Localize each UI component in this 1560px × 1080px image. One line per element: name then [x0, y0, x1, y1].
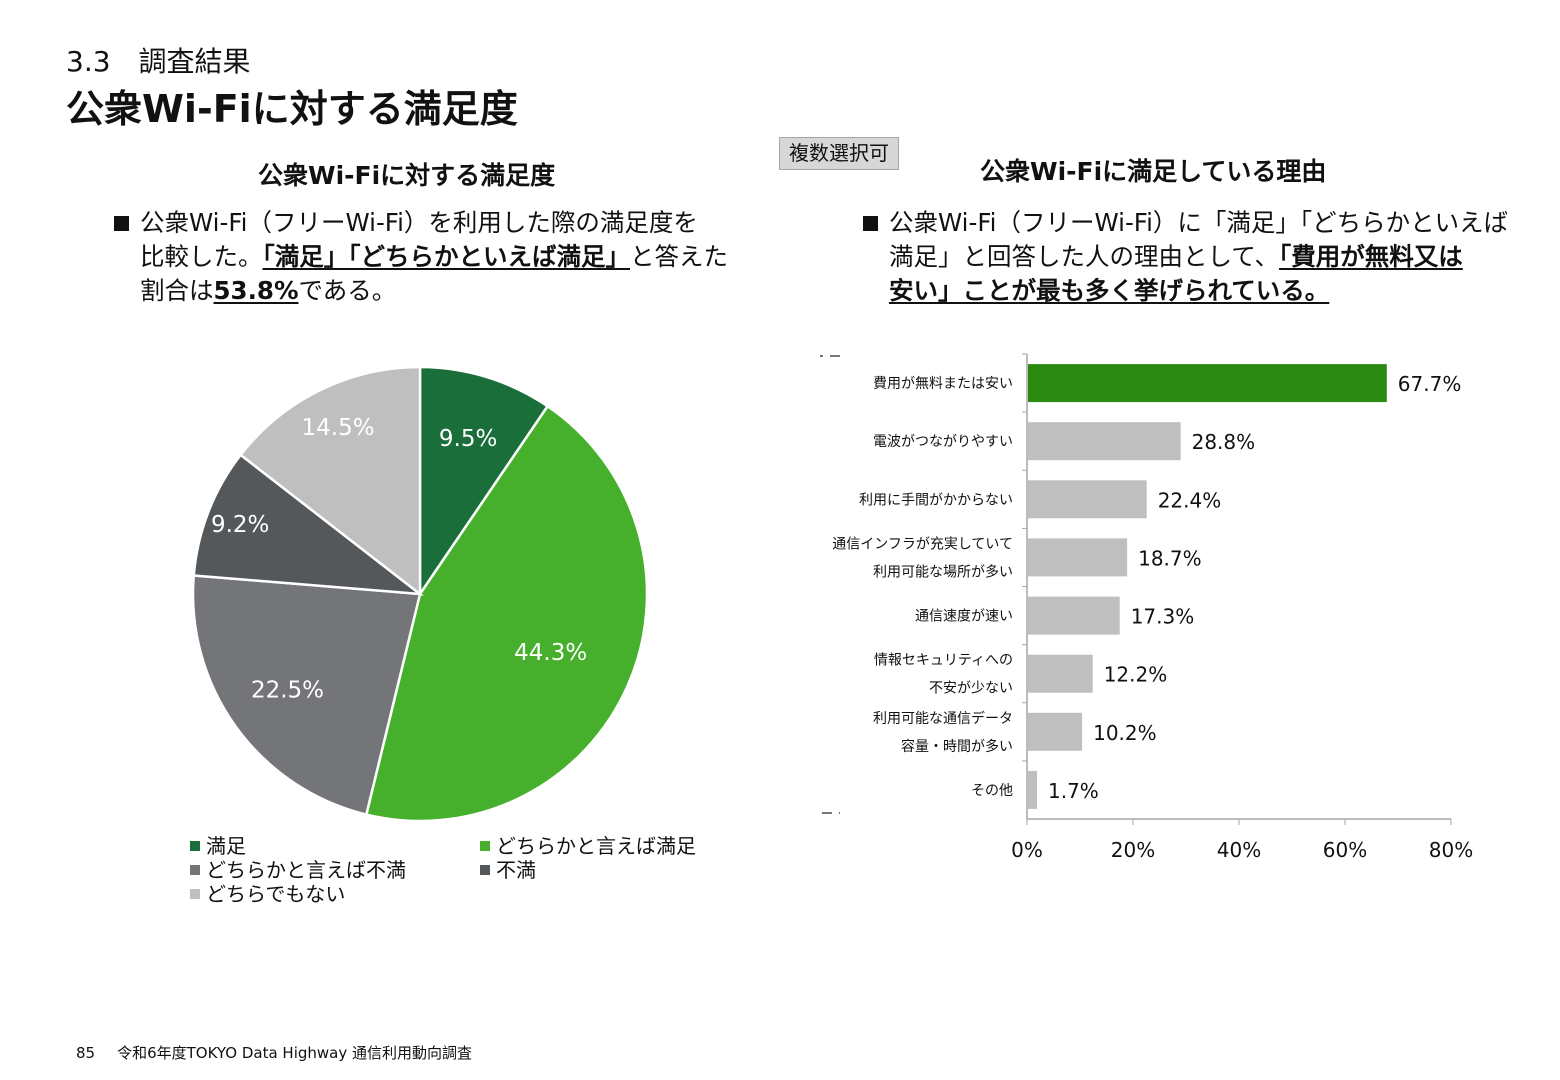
zoom-bracket-line: [820, 355, 840, 814]
multiple-choice-badge: 複数選択可: [779, 137, 899, 170]
pie-chart-heading: 公衆Wi-Fiに対する満足度: [258, 161, 556, 190]
category-label: 電波がつながりやすい: [873, 434, 1013, 450]
bar-value-label: 1.7%: [1048, 779, 1099, 803]
x-tick-label: 60%: [1323, 838, 1367, 862]
category-label: 不安が少ない: [929, 681, 1013, 697]
category-label: 費用が無料または安い: [873, 376, 1013, 392]
bar: [1028, 596, 1120, 635]
legend-item-somewhat-dissatisfied: どちらかと言えば不満: [190, 858, 406, 882]
bullet-square-icon: [863, 216, 878, 231]
page-footer: 85 令和6年度TOKYO Data Highway 通信利用動向調査: [76, 1042, 472, 1063]
category-label: その他: [971, 783, 1013, 799]
x-tick-label: 0%: [1011, 838, 1043, 862]
summary-text: と答えた: [630, 242, 728, 271]
legend-swatch: [480, 865, 490, 875]
section-number: 3.3 調査結果: [66, 45, 251, 78]
pie-slice: [418, 365, 550, 599]
bar: [1028, 422, 1181, 461]
legend-swatch: [480, 841, 490, 851]
x-tick-label: 40%: [1217, 838, 1261, 862]
pie-slice: [364, 404, 649, 823]
bar-summary-text: 公衆Wi-Fi（フリーWi-Fi）に「満足」「どちらかといえば 満足」と回答した…: [863, 206, 1529, 308]
legend-item-somewhat-satisfied: どちらかと言えば満足: [480, 834, 696, 858]
summary-text: 割合は: [140, 276, 214, 305]
legend-label: 満足: [206, 834, 246, 858]
category-label: 通信速度が速い: [915, 609, 1013, 625]
category-label: 情報セキュリティへの: [874, 653, 1013, 669]
bar-chart-heading: 公衆Wi-Fiに満足している理由: [980, 157, 1327, 186]
legend-label: 不満: [496, 858, 536, 882]
bar: [1028, 654, 1093, 693]
pie-data-label: 44.3%: [514, 640, 587, 666]
bar-summary-line: 安い」ことが最も多く挙げられている。: [889, 274, 1529, 308]
bar-summary-line: 満足」と回答した人の理由として、「費用が無料又は: [889, 240, 1529, 274]
bar-value-label: 67.7%: [1398, 372, 1462, 396]
category-label: 容量・時間が多い: [901, 738, 1013, 755]
x-tick-label: 80%: [1429, 838, 1473, 862]
pie-data-label: 9.5%: [439, 426, 497, 452]
category-label: 通信インフラが充実していて: [832, 536, 1013, 552]
bar: [1028, 770, 1037, 809]
summary-highlight: 「費用が無料又は: [1279, 242, 1463, 271]
pie-slice: [192, 453, 425, 596]
bar: [1028, 364, 1387, 403]
bar: [1028, 538, 1128, 577]
summary-highlight: 「満足」「どちらかといえば満足」: [262, 242, 631, 271]
pie-slice: [238, 365, 422, 597]
summary-highlight: 53.8%: [213, 276, 299, 305]
pie-summary-text: 公衆Wi-Fi（フリーWi-Fi）を利用した際の満足度を 比較した。「満足」「ど…: [114, 206, 760, 308]
x-tick-label: 20%: [1111, 838, 1155, 862]
summary-text: 満足」と回答した人の理由として、: [889, 242, 1280, 271]
legend-swatch: [190, 865, 200, 875]
pie-summary-line: 割合は53.8%である。: [140, 274, 760, 308]
footer-source: 令和6年度TOKYO Data Highway 通信利用動向調査: [117, 1044, 472, 1062]
page-number: 85: [76, 1044, 96, 1062]
summary-highlight: 安い」ことが最も多く挙げられている。: [889, 276, 1330, 305]
bar: [1028, 712, 1083, 751]
pie-slice: [191, 574, 422, 817]
legend-item-dissatisfied: 不満: [480, 858, 536, 882]
bar-chart: 67.7% 費用が無料または安い 28.8% 電波がつながりやすい 22.4% 利用に手間…: [820, 353, 1473, 862]
pie-data-label: 9.2%: [211, 512, 269, 538]
pie-data-label: 14.5%: [302, 415, 375, 441]
bar: [1028, 480, 1147, 519]
bar-value-label: 22.4%: [1158, 488, 1222, 512]
bar-summary-line: 公衆Wi-Fi（フリーWi-Fi）に「満足」「どちらかといえば: [889, 208, 1509, 237]
category-label: 利用可能な通信データ: [873, 710, 1013, 727]
legend-label: どちらかと言えば満足: [496, 834, 696, 858]
pie-summary-line: 公衆Wi-Fi（フリーWi-Fi）を利用した際の満足度を: [140, 208, 698, 237]
pie-summary-line: 比較した。「満足」「どちらかといえば満足」と答えた: [140, 240, 760, 274]
bullet-square-icon: [114, 216, 129, 231]
bar-value-label: 28.8%: [1192, 430, 1256, 454]
legend-label: どちらかと言えば不満: [206, 858, 406, 882]
bar-value-label: 18.7%: [1138, 546, 1202, 570]
category-label: 利用に手間がかからない: [859, 492, 1013, 508]
legend-item-satisfied: 満足: [190, 834, 246, 858]
summary-text: である。: [298, 276, 397, 305]
bar-value-label: 12.2%: [1104, 663, 1168, 687]
pie-data-label: 22.5%: [251, 678, 324, 704]
pie-chart: 9.5% 44.3% 22.5% 9.2% 14.5%: [191, 365, 649, 823]
summary-text: 比較した。: [140, 242, 263, 271]
category-label: 利用可能な場所が多い: [873, 563, 1013, 580]
legend-swatch: [190, 889, 200, 899]
bar-value-label: 10.2%: [1093, 721, 1157, 745]
bar-value-label: 17.3%: [1131, 605, 1195, 629]
legend-item-neutral: どちらでもない: [190, 882, 345, 906]
page-title: 公衆Wi-Fiに対する満足度: [66, 87, 518, 131]
legend-label: どちらでもない: [206, 882, 346, 906]
legend-swatch: [190, 841, 200, 851]
